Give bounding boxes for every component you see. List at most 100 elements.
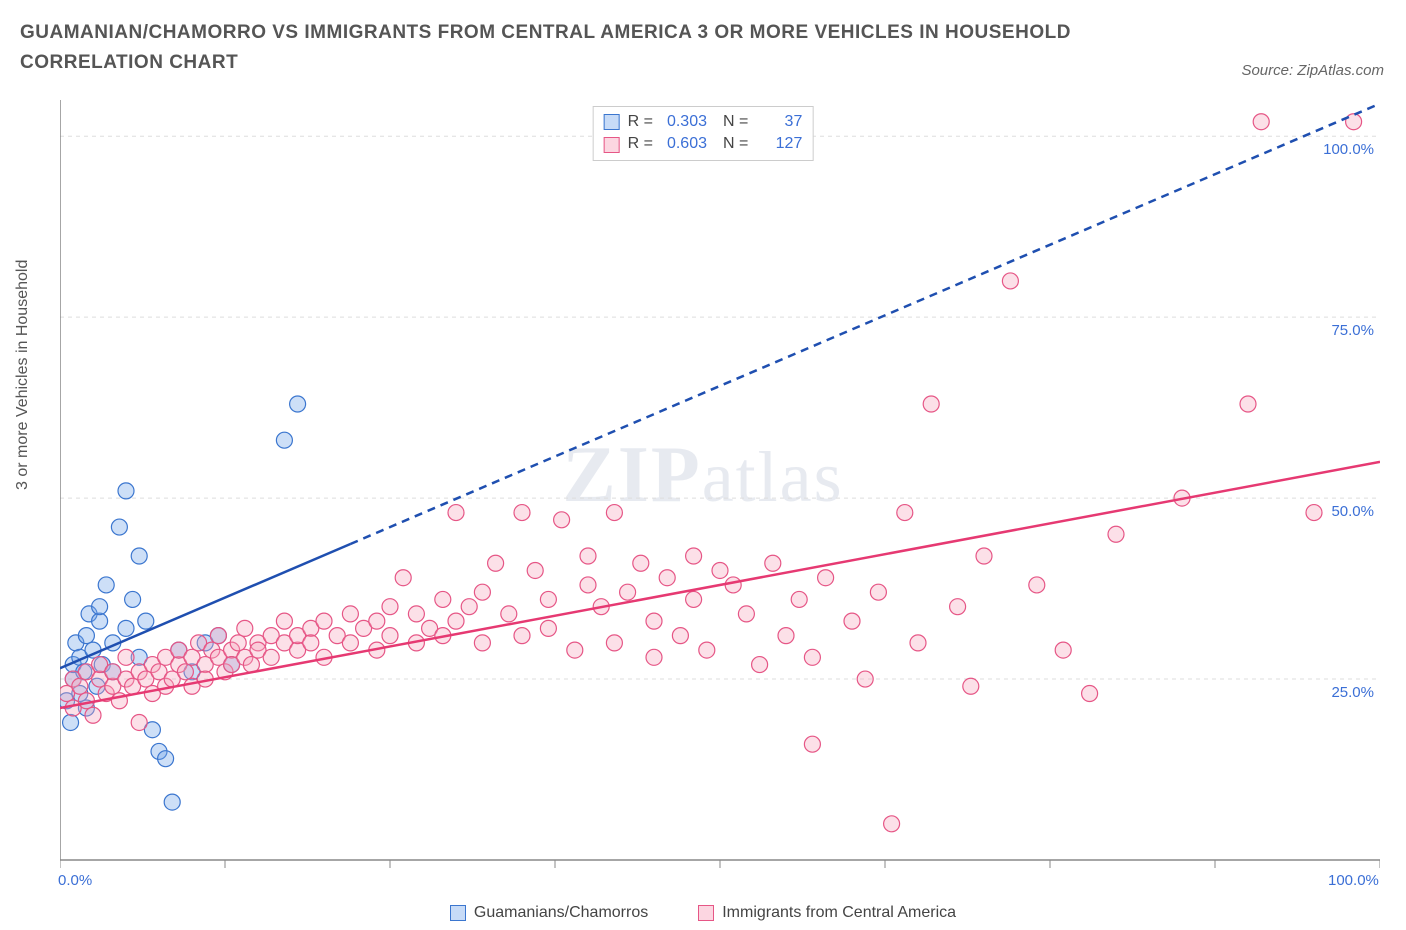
data-point (131, 548, 147, 564)
data-point (118, 483, 134, 499)
data-point (1240, 396, 1256, 412)
y-tick-label: 75.0% (1331, 322, 1374, 339)
x-axis-max-label: 100.0% (1328, 872, 1379, 889)
data-point (85, 707, 101, 723)
data-point (138, 613, 154, 629)
data-point (210, 628, 226, 644)
data-point (342, 606, 358, 622)
legend-swatch (604, 114, 620, 130)
data-point (752, 657, 768, 673)
stat-n-value: 37 (756, 111, 802, 133)
data-point (950, 599, 966, 615)
data-point (395, 570, 411, 586)
data-point (725, 577, 741, 593)
data-point (118, 649, 134, 665)
data-point (474, 635, 490, 651)
data-point (342, 635, 358, 651)
data-point (92, 613, 108, 629)
bottom-legend: Guamanians/Chamorros Immigrants from Cent… (0, 904, 1406, 922)
stat-n-value: 127 (756, 133, 802, 155)
data-point (448, 505, 464, 521)
data-point (606, 505, 622, 521)
stat-n-label: N = (723, 111, 748, 133)
data-point (963, 678, 979, 694)
data-point (791, 591, 807, 607)
stat-n-label: N = (723, 133, 748, 155)
stats-row: R = 0.603 N = 127 (604, 133, 803, 155)
data-point (554, 512, 570, 528)
data-point (540, 591, 556, 607)
data-point (369, 613, 385, 629)
legend-item: Immigrants from Central America (698, 904, 956, 922)
data-point (580, 577, 596, 593)
stat-r-label: R = (628, 111, 653, 133)
data-point (501, 606, 517, 622)
data-point (131, 714, 147, 730)
data-point (804, 736, 820, 752)
data-point (276, 613, 292, 629)
data-point (448, 613, 464, 629)
data-point (738, 606, 754, 622)
data-point (78, 693, 94, 709)
legend-item: Guamanians/Chamorros (450, 904, 648, 922)
data-point (230, 635, 246, 651)
data-point (844, 613, 860, 629)
data-point (1082, 686, 1098, 702)
data-point (1029, 577, 1045, 593)
chart-title: GUAMANIAN/CHAMORRO VS IMMIGRANTS FROM CE… (20, 18, 1120, 79)
legend-label: Guamanians/Chamorros (474, 904, 648, 922)
data-point (474, 584, 490, 600)
stat-r-label: R = (628, 133, 653, 155)
legend-swatch (450, 905, 466, 921)
data-point (897, 505, 913, 521)
data-point (765, 555, 781, 571)
chart-area: 25.0%50.0%75.0%100.0% (60, 100, 1380, 880)
stats-legend-box: R = 0.303 N = 37 R = 0.603 N = 127 (593, 106, 814, 161)
data-point (78, 628, 94, 644)
data-point (276, 432, 292, 448)
data-point (646, 613, 662, 629)
legend-swatch (604, 137, 620, 153)
data-point (435, 591, 451, 607)
data-point (488, 555, 504, 571)
y-tick-label: 25.0% (1331, 684, 1374, 701)
data-point (659, 570, 675, 586)
data-point (164, 794, 180, 810)
data-point (1253, 114, 1269, 130)
data-point (303, 635, 319, 651)
data-point (290, 396, 306, 412)
data-point (125, 591, 141, 607)
data-point (177, 664, 193, 680)
data-point (237, 620, 253, 636)
data-point (804, 649, 820, 665)
stat-r-value: 0.603 (661, 133, 707, 155)
legend-label: Immigrants from Central America (722, 904, 956, 922)
data-point (1055, 642, 1071, 658)
data-point (1002, 273, 1018, 289)
data-point (118, 620, 134, 636)
data-point (263, 649, 279, 665)
data-point (884, 816, 900, 832)
data-point (316, 613, 332, 629)
stats-row: R = 0.303 N = 37 (604, 111, 803, 133)
data-point (606, 635, 622, 651)
data-point (514, 628, 530, 644)
data-point (910, 635, 926, 651)
source-label: Source: ZipAtlas.com (1241, 62, 1384, 79)
data-point (580, 548, 596, 564)
data-point (672, 628, 688, 644)
data-point (461, 599, 477, 615)
data-point (699, 642, 715, 658)
scatter-chart-svg: 25.0%50.0%75.0%100.0% (60, 100, 1380, 880)
data-point (382, 599, 398, 615)
data-point (98, 577, 114, 593)
data-point (857, 671, 873, 687)
data-point (778, 628, 794, 644)
y-tick-label: 100.0% (1323, 141, 1374, 158)
data-point (92, 599, 108, 615)
stat-r-value: 0.303 (661, 111, 707, 133)
y-axis-label: 3 or more Vehicles in Household (14, 260, 32, 490)
data-point (646, 649, 662, 665)
data-point (63, 714, 79, 730)
legend-swatch (698, 905, 714, 921)
